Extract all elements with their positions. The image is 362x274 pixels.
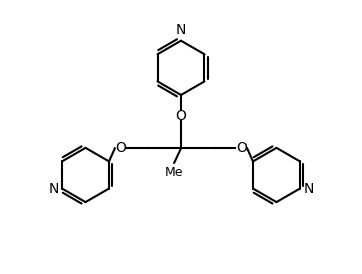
Text: O: O xyxy=(176,109,186,123)
Text: N: N xyxy=(49,182,59,196)
Text: N: N xyxy=(176,24,186,38)
Text: N: N xyxy=(303,182,313,196)
Text: Me: Me xyxy=(165,166,184,179)
Text: O: O xyxy=(115,141,126,155)
Text: O: O xyxy=(236,141,247,155)
